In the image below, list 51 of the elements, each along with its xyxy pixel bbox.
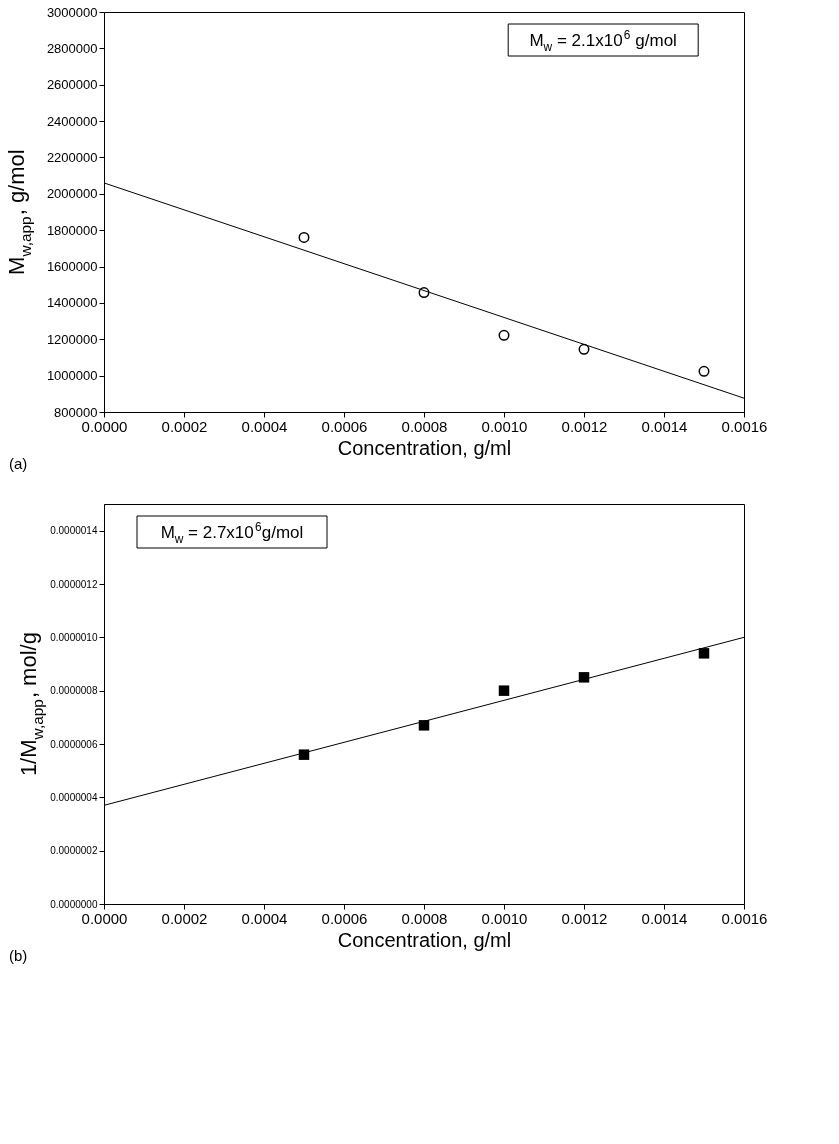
point — [418, 287, 430, 299]
x-tick-label: 0.0012 — [561, 909, 608, 927]
y-tick-label: 3000000 — [46, 4, 98, 20]
x-tick-label: 0.0006 — [321, 417, 368, 435]
x-tick-label: 0.0016 — [721, 909, 768, 927]
x-tick-label: 0.0006 — [321, 909, 368, 927]
x-tick-label: 0.0014 — [641, 909, 688, 927]
x-tick-label: 0.0002 — [161, 417, 208, 435]
point — [578, 343, 590, 355]
x-tick-label: 0.0014 — [641, 417, 688, 435]
y-axis-title: 1/Mw,app, mol/g — [16, 632, 46, 777]
y-tick-label: 0.0000010 — [50, 631, 98, 643]
y-tick-label: 1000000 — [46, 368, 98, 384]
x-tick-label: 0.0010 — [481, 417, 528, 435]
text: (b) — [9, 947, 28, 964]
y-tick-label: 1600000 — [46, 259, 98, 275]
x-tick-label: 0.0000 — [81, 417, 128, 435]
y-tick-label: 2600000 — [46, 77, 98, 93]
text: (a) — [9, 455, 28, 472]
y-tick-label: 0.0000014 — [50, 525, 98, 537]
y-tick-label: 0.0000008 — [50, 685, 98, 697]
y-tick-label: 1200000 — [46, 331, 98, 347]
x-tick-label: 0.0008 — [401, 417, 448, 435]
y-tick-label: 0.0000002 — [50, 845, 98, 857]
y-axis-title: Mw,app, g/mol — [4, 149, 34, 275]
point — [698, 648, 710, 659]
point — [298, 231, 310, 243]
x-tick-label: 0.0004 — [241, 909, 288, 927]
x-tick-label: 0.0016 — [721, 417, 768, 435]
x-axis-title: Concentration, g/ml — [337, 436, 512, 459]
x-tick-label: 0.0008 — [401, 909, 448, 927]
x-tick-label: 0.0010 — [481, 909, 528, 927]
y-tick-label: 2200000 — [46, 149, 98, 165]
y-tick-label: 1800000 — [46, 222, 98, 238]
x-tick-label: 0.0000 — [81, 909, 128, 927]
y-tick-label: 2800000 — [46, 40, 98, 56]
x-tick-label: 0.0004 — [241, 417, 288, 435]
y-tick-label: 800000 — [54, 404, 98, 420]
point — [698, 365, 710, 377]
y-tick-label: 0.0000004 — [50, 791, 98, 803]
y-tick-label: 0.0000012 — [50, 578, 98, 590]
point — [498, 329, 510, 341]
x-tick-label: 0.0002 — [161, 909, 208, 927]
x-axis-title: Concentration, g/ml — [337, 928, 512, 951]
x-tick-label: 0.0012 — [561, 417, 608, 435]
y-tick-label: 0.0000006 — [50, 738, 98, 750]
y-tick-label: 2400000 — [46, 113, 98, 129]
y-tick-label: 1400000 — [46, 295, 98, 311]
y-tick-label: 2000000 — [46, 186, 98, 202]
point — [498, 685, 510, 696]
y-tick-label: 0.0000000 — [50, 898, 98, 910]
